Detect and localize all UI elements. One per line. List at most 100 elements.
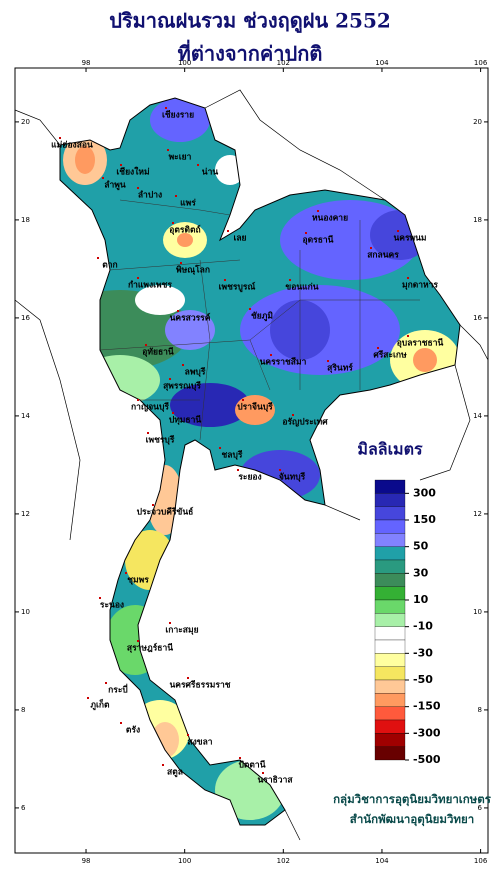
place-label: น่าน <box>202 167 219 178</box>
lat-tick-label: 14 <box>21 412 30 420</box>
legend-title: มิลลิเมตร <box>357 440 423 459</box>
lon-tick-label: 102 <box>277 59 290 67</box>
legend-label: 150 <box>413 513 436 526</box>
lat-tick-label: 6 <box>478 804 483 812</box>
lat-tick-label: 12 <box>21 510 30 518</box>
legend-swatch <box>374 653 406 667</box>
legend-swatch <box>374 733 406 747</box>
legend-swatch <box>374 586 406 601</box>
place-label: นครราชสีมา <box>260 357 307 368</box>
place-marker <box>227 230 229 232</box>
place-label: ลำปาง <box>138 190 162 201</box>
place-label: นครพนม <box>393 234 426 244</box>
place-label: เพชรบูรณ์ <box>219 282 256 293</box>
place-label: เพชรบุรี <box>146 435 175 446</box>
lat-tick-label: 18 <box>473 216 482 224</box>
place-marker <box>147 432 149 434</box>
place-label: สตูล <box>167 768 183 778</box>
place-label: อุทัยธานี <box>142 347 174 358</box>
place-label: ชลบุรี <box>222 450 243 461</box>
place-marker <box>289 279 291 281</box>
legend-swatch <box>374 693 406 707</box>
legend-swatch <box>374 639 406 654</box>
place-label: แม่ฮ่องสอน <box>51 140 93 151</box>
place-label: กระบี่ <box>108 683 128 696</box>
legend-label: 30 <box>413 566 429 579</box>
place-marker <box>137 640 139 642</box>
place-label: สงขลา <box>187 738 212 748</box>
place-marker <box>249 308 251 310</box>
lat-tick-label: 16 <box>473 314 482 322</box>
place-marker <box>120 722 122 724</box>
place-label: เชียงใหม่ <box>116 167 149 178</box>
place-marker <box>305 232 307 234</box>
place-label: ระยอง <box>238 473 261 483</box>
credit-line: กลุ่มวิชาการอุตุนิยมวิทยาเกษตร <box>333 792 492 807</box>
place-label: อุบลราชธานี <box>397 338 444 349</box>
place-label: ลพบุรี <box>185 367 206 378</box>
lon-tick-label: 98 <box>82 59 91 67</box>
legend-label: -50 <box>413 673 433 686</box>
place-label: ชุมพร <box>127 576 149 586</box>
lat-tick-label: 6 <box>21 804 26 812</box>
place-marker <box>262 772 264 774</box>
lon-tick-label: 102 <box>277 857 290 865</box>
legend-swatch <box>374 706 406 721</box>
place-marker <box>219 447 221 449</box>
lon-tick-label: 98 <box>82 857 91 865</box>
legend-swatch <box>374 546 406 561</box>
lon-tick-label: 104 <box>375 59 389 67</box>
place-marker <box>180 262 182 264</box>
place-marker <box>292 414 294 416</box>
place-marker <box>167 149 169 151</box>
legend-swatch <box>374 746 406 761</box>
place-label: ปทุมธานี <box>169 415 202 426</box>
legend-label: 10 <box>413 593 429 606</box>
legend-swatch <box>374 506 406 521</box>
place-marker <box>137 399 139 401</box>
legend-swatch <box>374 679 406 694</box>
lat-tick-label: 8 <box>478 706 482 714</box>
place-marker <box>370 247 372 249</box>
map-title: ปริมาณฝนรวม ช่วงฤดูฝน 2552 <box>109 9 391 35</box>
place-label: พิษณุโลก <box>176 265 210 276</box>
place-marker <box>177 310 179 312</box>
place-marker <box>137 277 139 279</box>
legend-swatch <box>374 533 406 547</box>
place-label: ปัตตานี <box>238 760 265 771</box>
legend-swatch <box>374 626 406 641</box>
lat-tick-label: 18 <box>21 216 30 224</box>
place-marker <box>187 734 189 736</box>
graticule: 98 98 100 100 102 102 104 104 106 106 6 6 8 8 10 10 12 12… <box>15 59 488 865</box>
place-label: พะเยา <box>169 153 192 163</box>
neighbor-borders <box>14 89 489 841</box>
place-marker <box>59 137 61 139</box>
legend: 300 150 50 30 10 -10 -30 -50 -150 -300 -500 <box>374 479 441 766</box>
place-marker <box>169 378 171 380</box>
legend-swatch <box>374 479 406 494</box>
place-marker <box>407 335 409 337</box>
place-label: ขอนแก่น <box>285 282 318 293</box>
place-label: จันทบุรี <box>279 472 306 483</box>
place-marker <box>377 347 379 349</box>
place-marker <box>162 764 164 766</box>
lon-tick-label: 104 <box>375 857 389 865</box>
place-label: ตรัง <box>126 725 140 736</box>
place-label: ระนอง <box>100 601 124 611</box>
legend-swatch <box>374 666 406 681</box>
lat-tick-label: 12 <box>473 510 482 518</box>
place-label: หนองคาย <box>312 214 348 224</box>
place-label: อรัญประเทศ <box>282 417 328 428</box>
lon-tick-label: 100 <box>178 59 191 67</box>
place-label: ตาก <box>102 261 117 271</box>
map-subtitle: ที่ต่างจากค่าปกติ <box>178 39 323 66</box>
legend-label: -150 <box>413 700 441 713</box>
place-marker <box>239 757 241 759</box>
place-label: นครศรีธรรมราช <box>169 680 230 691</box>
place-label: อุดรธานี <box>303 235 334 246</box>
place-label: ชัยภูมิ <box>251 311 273 322</box>
place-label: สุพรรณบุรี <box>163 381 201 392</box>
lat-tick-label: 14 <box>473 412 482 420</box>
place-label: กำแพงเพชร <box>128 280 172 291</box>
